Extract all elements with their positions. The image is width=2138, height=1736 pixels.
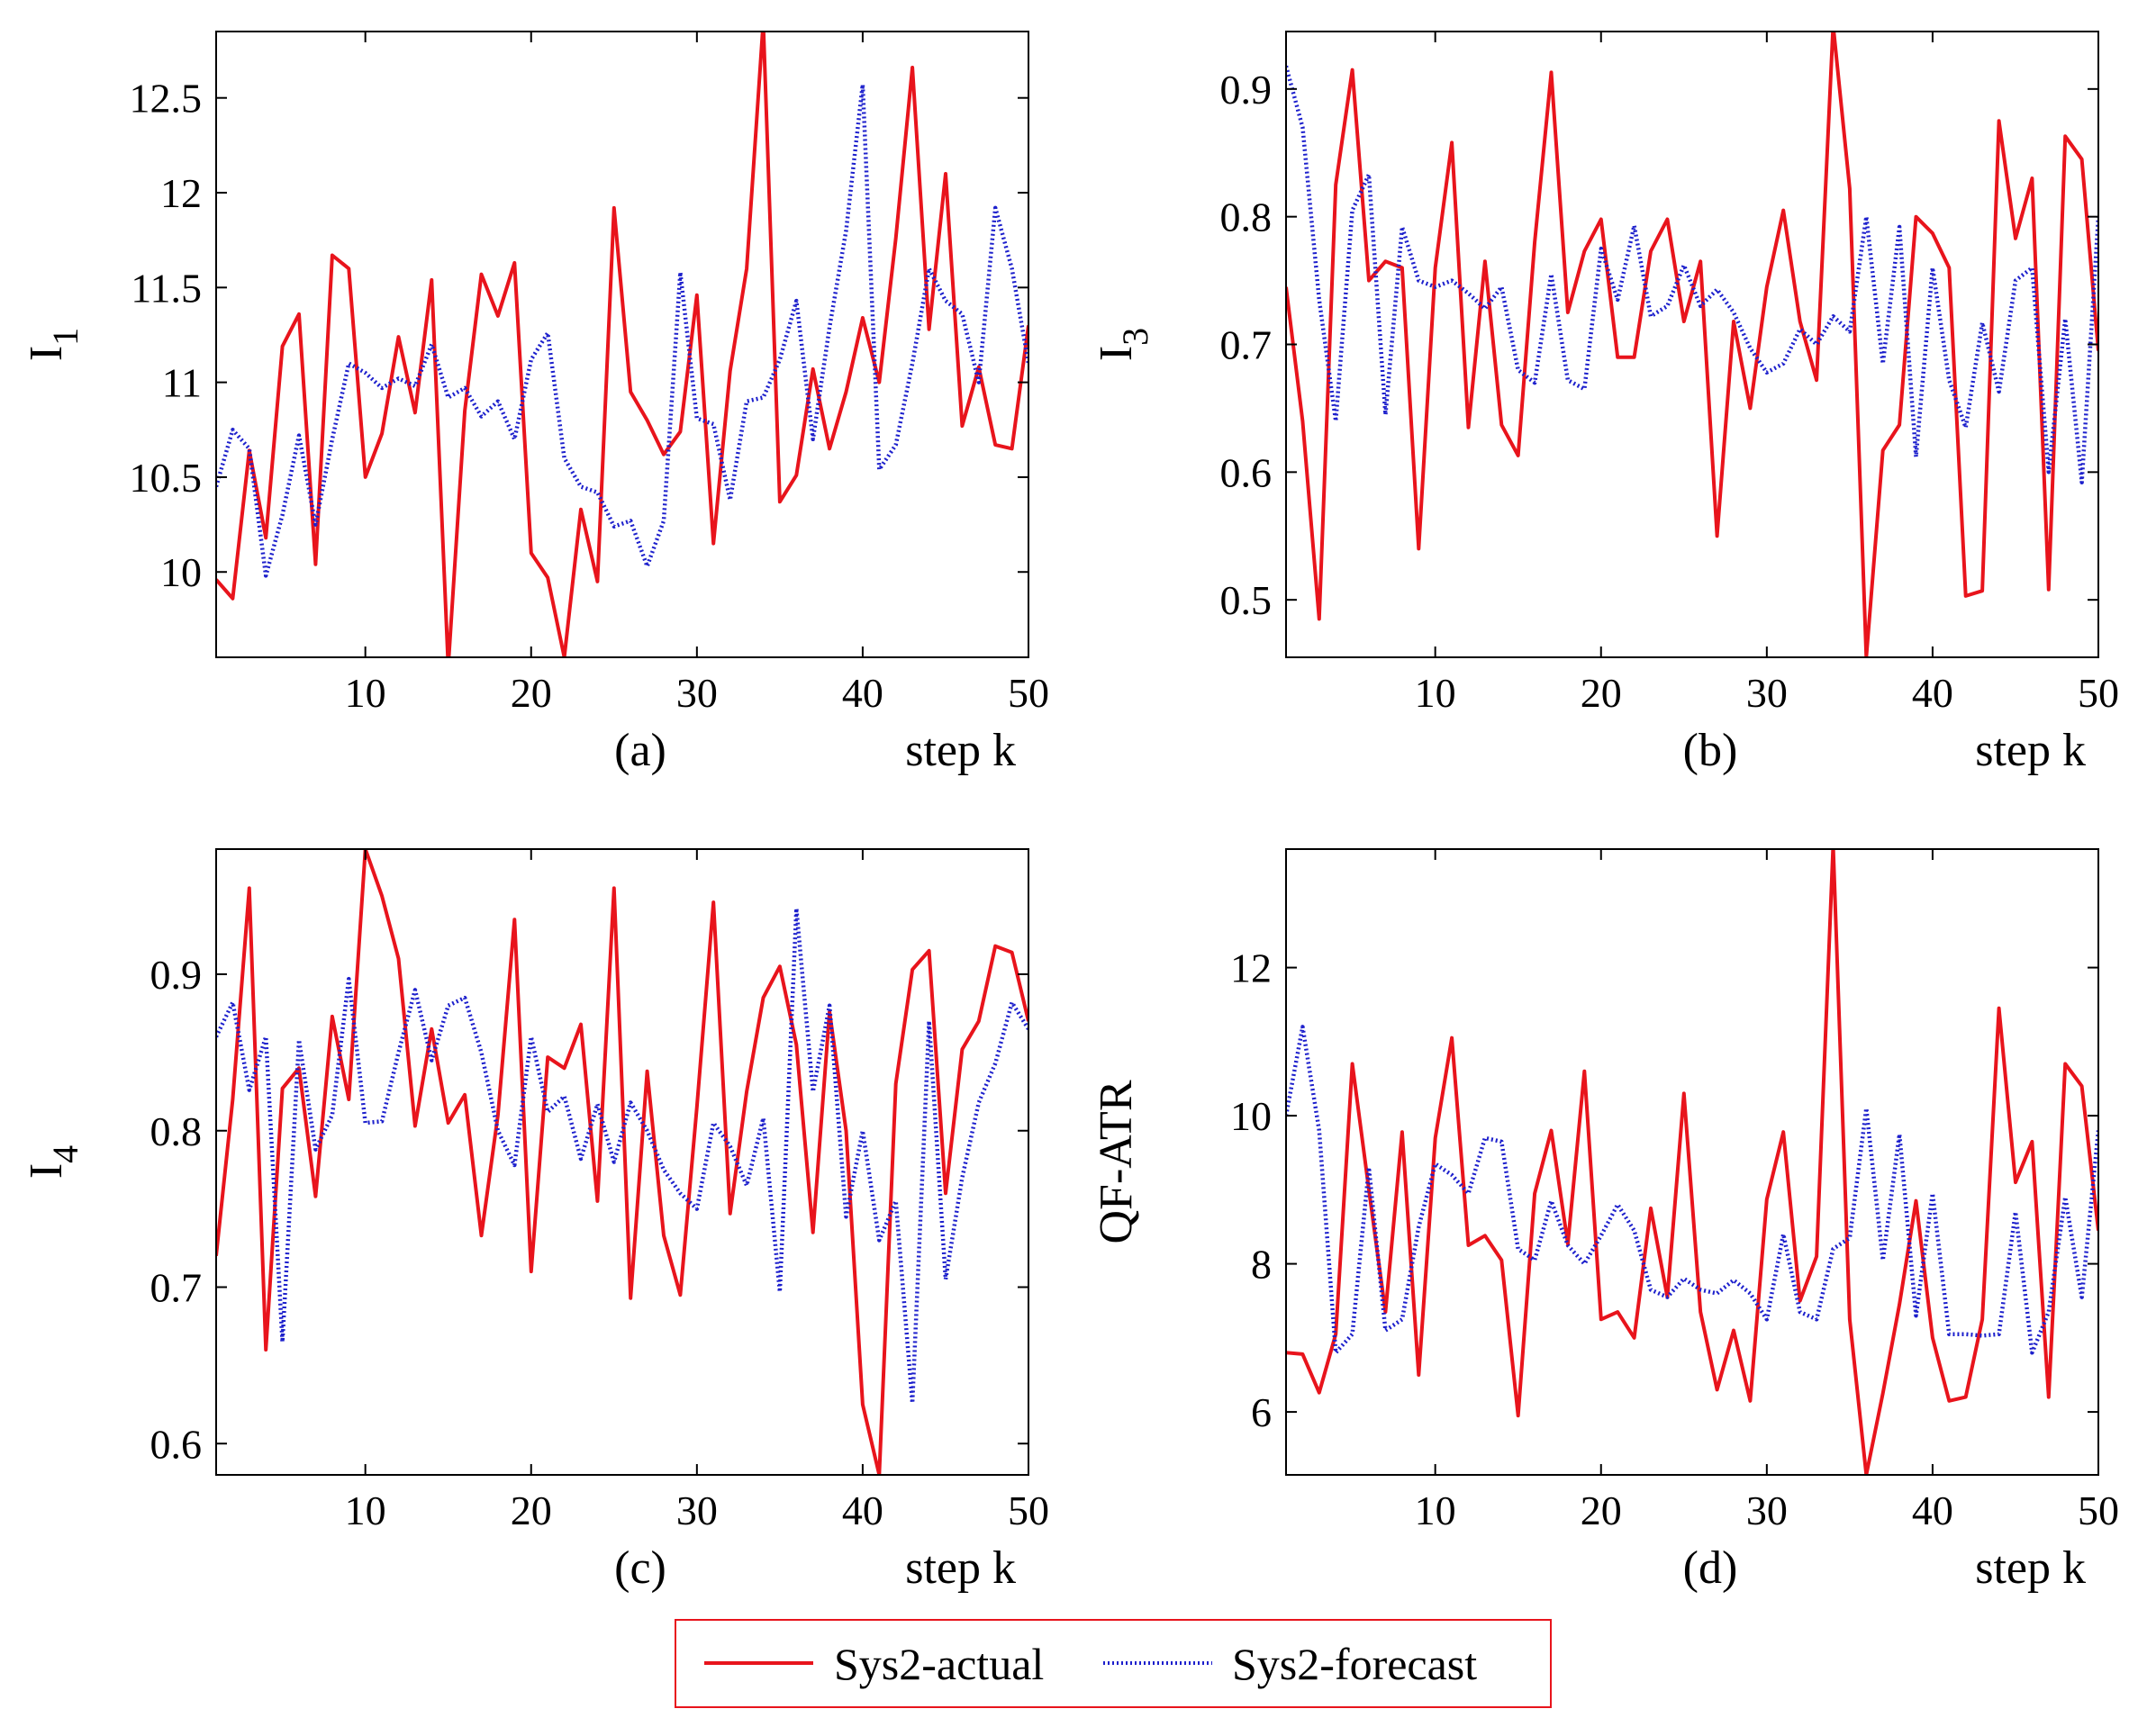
panel-label-c: (c): [614, 1542, 666, 1594]
axes-frame-a: [215, 31, 1029, 658]
y-tick-label: 0.8: [1220, 194, 1273, 240]
x-axis-label-c: step k: [905, 1542, 1016, 1594]
x-axis-label-b: step k: [1975, 725, 2086, 776]
y-axis-label-subscript: 1: [45, 328, 86, 346]
y-tick-label: 0.7: [1220, 322, 1273, 368]
panel-b: 10 20 30 40 50 0.5 0.6 0.7 0.8 0.9 (b) step k I3: [1091, 31, 2119, 776]
y-tick-label: 11: [162, 360, 202, 406]
y-tick-label: 0.6: [150, 1421, 203, 1467]
y-tick-label: 10: [160, 549, 202, 595]
y-axis-label-base: I: [21, 346, 72, 361]
series-forecast-line-c: [216, 906, 1028, 1406]
y-axis-label-base: I: [1091, 346, 1142, 361]
y-tick-label: 10: [1230, 1093, 1272, 1139]
series-actual-line-b: [1286, 32, 2098, 657]
panel-c: 10 20 30 40 50 0.6 0.7 0.8 0.9 (c) step k I4: [21, 848, 1049, 1594]
x-tick-label: 20: [1581, 1487, 1622, 1533]
series-forecast-line-a: [216, 82, 1028, 578]
series-actual-line-a: [216, 32, 1028, 657]
x-tick-label: 10: [345, 670, 386, 716]
y-axis-label-c: I4: [21, 1145, 86, 1179]
y-tick-label: 0.5: [1220, 577, 1273, 623]
y-tick-label: 0.6: [1220, 449, 1273, 495]
x-axis-label-d: step k: [1975, 1542, 2086, 1594]
series-actual-line-d: [1286, 849, 2098, 1475]
x-tick-label: 20: [511, 1487, 552, 1533]
x-tick-label: 10: [1415, 670, 1456, 716]
y-axis-label-b: I3: [1091, 328, 1155, 361]
x-tick-label: 30: [676, 670, 718, 716]
y-tick-label: 0.9: [150, 952, 203, 998]
x-tick-label: 30: [676, 1487, 718, 1533]
y-tick-label: 6: [1251, 1389, 1272, 1435]
y-tick-label: 12: [160, 170, 202, 216]
legend: Sys2-actual Sys2-forecast: [675, 1619, 1552, 1708]
x-tick-label: 50: [2078, 1487, 2119, 1533]
x-tick-label: 50: [1008, 1487, 1049, 1533]
panel-label-a: (a): [614, 725, 666, 776]
series-actual-line-c: [216, 849, 1028, 1475]
panel-a: 10 20 30 40 50 10 10.5 11 11.5 12 12.5 (a) step k I1: [21, 31, 1049, 776]
y-axis-label-a: I1: [21, 328, 86, 361]
y-tick-label: 12.5: [130, 76, 203, 122]
y-tick-label: 11.5: [131, 265, 202, 311]
panel-label-d: (d): [1683, 1542, 1738, 1594]
x-tick-label: 40: [1912, 1487, 1953, 1533]
y-axis-label-subscript: 3: [1115, 328, 1155, 346]
y-tick-label: 8: [1251, 1242, 1272, 1288]
x-tick-label: 20: [511, 670, 552, 716]
x-tick-label: 40: [842, 670, 883, 716]
x-tick-label: 10: [1415, 1487, 1456, 1533]
y-tick-label: 0.7: [150, 1265, 203, 1311]
panel-d: 10 20 30 40 50 6 8 10 12 (d) step k QF-ATR: [1091, 848, 2119, 1594]
panel-label-b: (b): [1683, 725, 1738, 776]
x-tick-label: 10: [345, 1487, 386, 1533]
x-tick-label: 40: [1912, 670, 1953, 716]
y-tick-label: 12: [1230, 945, 1272, 991]
y-axis-label-d: QF-ATR: [1091, 1080, 1142, 1243]
y-tick-label: 0.9: [1220, 67, 1273, 113]
x-tick-label: 50: [2078, 670, 2119, 716]
series-forecast-line-d: [1286, 1025, 2098, 1355]
axes-frame-c: [215, 848, 1029, 1476]
x-tick-label: 30: [1746, 1487, 1788, 1533]
x-tick-label: 50: [1008, 670, 1049, 716]
x-tick-label: 40: [842, 1487, 883, 1533]
legend-actual-label: Sys2-actual: [834, 1639, 1044, 1689]
x-tick-label: 30: [1746, 670, 1788, 716]
y-axis-label-subscript: 4: [45, 1145, 86, 1163]
y-tick-label: 0.8: [150, 1108, 203, 1154]
y-tick-label: 10.5: [130, 455, 203, 501]
x-axis-label-a: step k: [905, 725, 1016, 776]
series-forecast-line-b: [1286, 65, 2098, 484]
x-tick-label: 20: [1581, 670, 1622, 716]
y-axis-label-base: I: [21, 1163, 72, 1179]
legend-forecast-label: Sys2-forecast: [1232, 1639, 1477, 1689]
axes-frame-d: [1285, 848, 2099, 1476]
